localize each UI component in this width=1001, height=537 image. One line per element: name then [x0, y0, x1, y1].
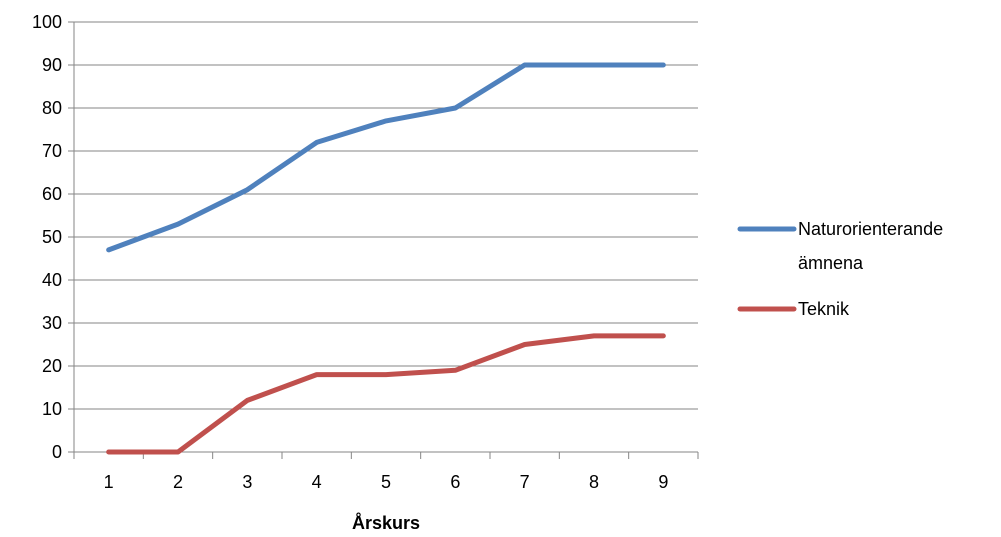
- x-tick-label: 9: [658, 472, 668, 492]
- y-tick-label: 100: [32, 12, 62, 32]
- y-tick-label: 80: [42, 98, 62, 118]
- legend-label-2: Teknik: [798, 299, 850, 319]
- y-tick-label: 50: [42, 227, 62, 247]
- x-tick-label: 2: [173, 472, 183, 492]
- x-tick-label: 4: [312, 472, 322, 492]
- x-axis-ticks: 1 2 3 4 5 6 7 8 9: [73, 452, 699, 492]
- legend-label-1: ämnena: [798, 253, 864, 273]
- series-line-2: [106, 333, 666, 455]
- y-tick-label: 70: [42, 141, 62, 161]
- legend-label-1: Naturorienterande: [798, 219, 943, 239]
- y-tick-label: 20: [42, 356, 62, 376]
- x-tick-label: 1: [104, 472, 114, 492]
- y-tick-label: 60: [42, 184, 62, 204]
- legend: Naturorienterande ämnena Teknik: [737, 219, 943, 319]
- y-tick-label: 30: [42, 313, 62, 333]
- y-tick-label: 90: [42, 55, 62, 75]
- y-tick-label: 0: [52, 442, 62, 462]
- gridlines: [74, 21, 698, 410]
- x-tick-label: 7: [520, 472, 530, 492]
- x-tick-label: 8: [589, 472, 599, 492]
- series-lines: [106, 62, 666, 455]
- x-tick-label: 6: [450, 472, 460, 492]
- y-tick-label: 10: [42, 399, 62, 419]
- y-tick-label: 40: [42, 270, 62, 290]
- x-axis-title: Årskurs: [352, 513, 420, 533]
- series-line-1: [106, 62, 666, 253]
- x-tick-label: 3: [242, 472, 252, 492]
- x-tick-label: 5: [381, 472, 391, 492]
- y-axis-ticks: 0 10 20 30 40 50 60 70 80 90 100: [32, 12, 74, 462]
